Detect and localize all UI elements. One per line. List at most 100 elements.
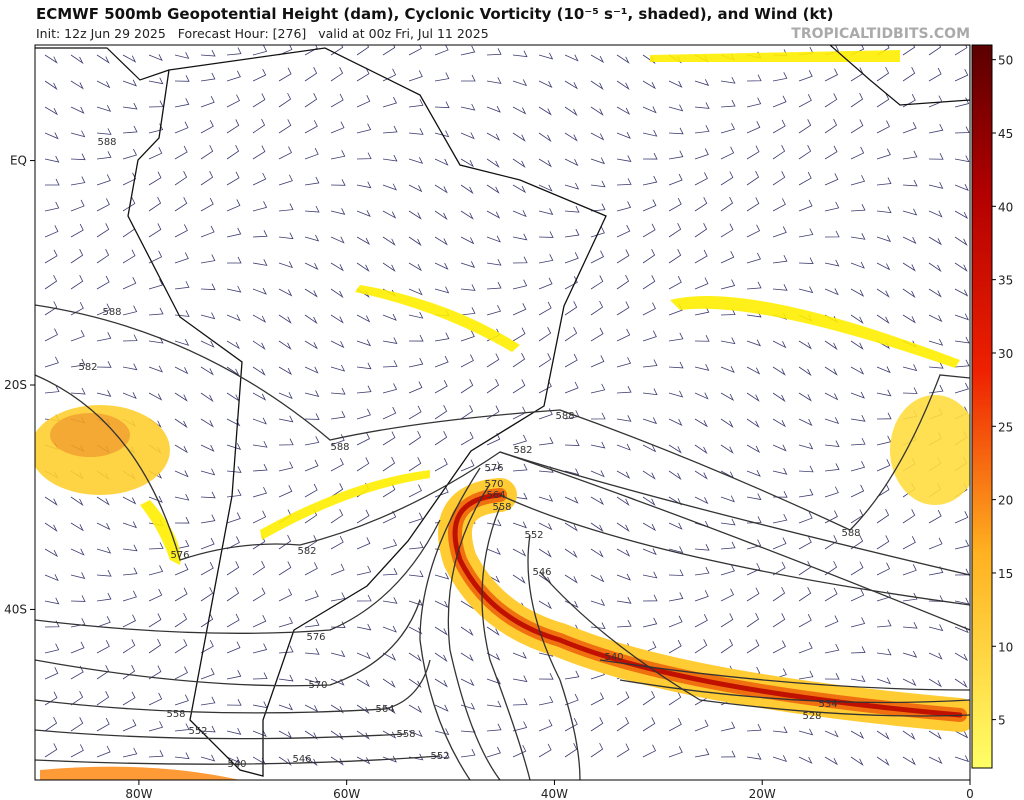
wind-barb xyxy=(252,672,268,680)
wind-barb xyxy=(486,461,502,472)
wind-barb xyxy=(772,171,786,186)
wind-barb xyxy=(226,586,240,602)
wind-barb xyxy=(356,623,372,631)
wind-barb xyxy=(928,210,943,218)
wind-barb xyxy=(200,171,214,186)
wind-barb xyxy=(122,363,138,371)
wind-barb xyxy=(486,210,501,219)
wind-barb xyxy=(512,434,527,446)
wind-barb xyxy=(798,756,813,764)
wind-barb xyxy=(694,566,710,576)
wind-barb xyxy=(824,259,840,267)
wind-barb xyxy=(746,392,760,402)
wind-barb xyxy=(356,123,372,134)
wind-barb xyxy=(408,512,423,524)
wind-barb xyxy=(590,203,606,212)
wind-barb xyxy=(850,730,865,739)
wind-barb xyxy=(772,537,787,550)
wind-barb xyxy=(824,340,838,351)
wind-barb xyxy=(668,639,682,654)
wind-barb xyxy=(44,80,58,91)
wind-barb xyxy=(720,76,736,84)
wind-barb xyxy=(252,463,268,472)
wind-barb xyxy=(772,640,786,654)
wind-barb xyxy=(902,564,917,576)
wind-barb xyxy=(798,728,814,736)
wind-barb xyxy=(174,639,188,654)
wind-barb xyxy=(668,249,682,264)
wind-barb xyxy=(590,54,605,64)
wind-barb xyxy=(122,496,137,505)
wind-barb xyxy=(70,176,86,186)
wind-barb xyxy=(486,652,501,661)
wind-barb xyxy=(434,728,450,736)
wind-barb xyxy=(902,288,916,299)
contour-label: 588 xyxy=(555,411,574,422)
wind-barb xyxy=(746,539,762,550)
wind-barb xyxy=(460,626,474,637)
wind-barb xyxy=(564,574,578,584)
wind-barb xyxy=(616,106,631,115)
wind-barb xyxy=(746,562,761,576)
wind-barb xyxy=(252,287,267,295)
wind-barb xyxy=(408,311,424,319)
wind-barb xyxy=(564,468,580,476)
wind-barb xyxy=(564,326,578,342)
wind-barb xyxy=(824,93,838,108)
wind-barb xyxy=(590,622,606,630)
wind-barb xyxy=(174,145,188,160)
wind-barb xyxy=(616,548,631,557)
wind-barb xyxy=(668,522,683,530)
wind-barb xyxy=(538,208,554,216)
wind-barb xyxy=(252,259,268,266)
wind-barb xyxy=(122,277,137,290)
wind-barb xyxy=(122,54,137,63)
wind-barb xyxy=(616,716,630,732)
wind-barb xyxy=(694,544,710,551)
wind-barb xyxy=(798,561,812,576)
wind-barb xyxy=(746,444,761,453)
wind-barb xyxy=(876,619,892,628)
wind-barb xyxy=(382,483,396,498)
wind-barb xyxy=(70,275,84,290)
wind-barb xyxy=(96,496,110,506)
wind-barb xyxy=(304,390,320,398)
wind-barb xyxy=(772,467,788,475)
wind-barb xyxy=(746,753,762,760)
wind-barb xyxy=(330,262,344,272)
wind-barb xyxy=(694,392,709,400)
wind-barb xyxy=(200,613,214,628)
wind-barb xyxy=(304,262,319,271)
wind-barb xyxy=(720,721,736,732)
wind-barb xyxy=(850,617,866,628)
wind-barb xyxy=(226,47,242,56)
wind-barb xyxy=(304,618,320,628)
wind-barb xyxy=(902,509,916,524)
wind-barb xyxy=(70,199,85,212)
wind-barb xyxy=(512,675,528,683)
wind-barb xyxy=(876,148,891,160)
wind-barb xyxy=(122,79,137,87)
wind-barb xyxy=(382,730,397,739)
wind-barb xyxy=(70,249,84,264)
wind-barb xyxy=(278,485,293,498)
wind-barb xyxy=(746,612,760,628)
wind-barb xyxy=(538,301,552,316)
wind-barb xyxy=(174,587,188,602)
wind-barb xyxy=(902,364,918,372)
wind-barb xyxy=(538,326,552,342)
wind-barb xyxy=(850,288,865,297)
wind-barb xyxy=(928,314,943,323)
wind-barb xyxy=(902,179,918,187)
watermark: TROPICALTIDBITS.COM xyxy=(791,26,970,42)
wind-barb xyxy=(512,698,528,706)
wind-barb xyxy=(96,174,111,186)
wind-barb xyxy=(434,379,448,394)
wind-barb xyxy=(148,495,163,503)
wind-barb xyxy=(486,353,500,368)
wind-barb xyxy=(720,392,735,402)
wind-barb xyxy=(174,444,188,454)
wind-barb xyxy=(928,537,943,550)
wind-barb xyxy=(200,667,215,680)
